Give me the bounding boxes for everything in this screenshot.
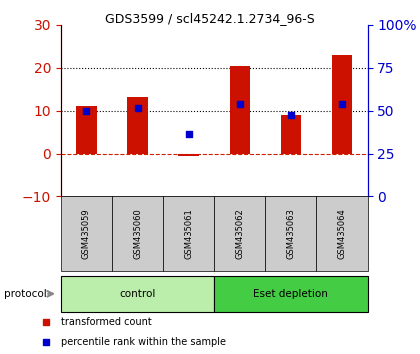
Text: GSM435064: GSM435064 [337, 208, 346, 259]
Bar [127, 97, 148, 154]
Bar [214, 196, 265, 271]
Text: GSM435062: GSM435062 [235, 208, 244, 259]
Point [185, 131, 192, 137]
Text: GDS3599 / scl45242.1.2734_96-S: GDS3599 / scl45242.1.2734_96-S [105, 12, 315, 25]
Text: protocol: protocol [4, 289, 47, 299]
Text: GSM435059: GSM435059 [82, 208, 91, 259]
Bar [163, 196, 214, 271]
Bar [61, 196, 112, 271]
Bar [214, 276, 368, 312]
Point [134, 105, 141, 111]
Text: Eset depletion: Eset depletion [253, 289, 328, 299]
Bar [112, 196, 163, 271]
Bar [332, 55, 352, 154]
Bar [61, 276, 214, 312]
Bar [178, 154, 199, 156]
Bar [316, 196, 368, 271]
Bar [76, 106, 97, 154]
Text: GSM435063: GSM435063 [286, 208, 295, 259]
Text: transformed count: transformed count [61, 317, 152, 327]
Point [288, 112, 294, 118]
Text: control: control [119, 289, 156, 299]
Bar [281, 115, 301, 154]
Point [83, 108, 90, 114]
Bar [265, 196, 316, 271]
Text: percentile rank within the sample: percentile rank within the sample [61, 337, 226, 347]
Text: GSM435061: GSM435061 [184, 208, 193, 259]
Text: GSM435060: GSM435060 [133, 208, 142, 259]
Point [236, 101, 243, 107]
Point [339, 101, 345, 107]
Bar [229, 65, 250, 154]
